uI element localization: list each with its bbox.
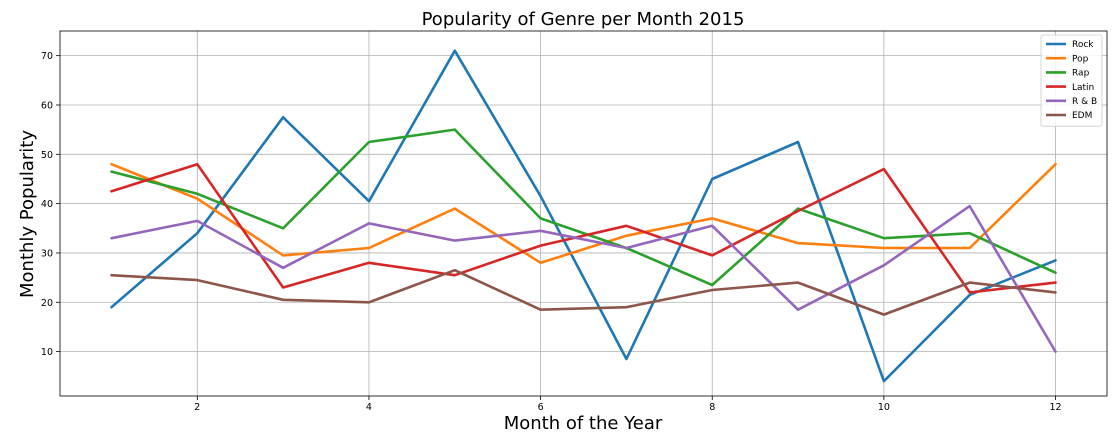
legend-label-r-b: R & B xyxy=(1072,97,1097,107)
y-tick-label: 20 xyxy=(41,298,53,309)
series-line-rap xyxy=(110,128,1057,287)
series-line-pop xyxy=(110,162,1057,265)
series-line-rock xyxy=(110,49,1057,383)
legend-label-rock: Rock xyxy=(1072,40,1094,50)
series-line-edm xyxy=(110,268,1057,316)
legend-label-edm: EDM xyxy=(1072,111,1092,121)
axis-ticks: 2 4 6 8 10 12 10 20 30 40 50 60 70 xyxy=(41,51,1062,413)
series-line-r-b xyxy=(110,204,1057,353)
legend-label-pop: Pop xyxy=(1072,54,1089,64)
x-tick-label: 12 xyxy=(1049,402,1061,413)
grid xyxy=(60,31,1107,396)
series-lines xyxy=(110,49,1057,383)
legend-label-latin: Latin xyxy=(1072,83,1094,93)
y-tick-label: 70 xyxy=(41,51,53,62)
y-tick-label: 50 xyxy=(41,150,53,161)
plot-frame xyxy=(59,30,1108,397)
y-tick-label: 40 xyxy=(41,199,53,210)
x-axis-label: Month of the Year xyxy=(504,413,663,434)
chart-title: Popularity of Genre per Month 2015 xyxy=(422,9,745,30)
x-tick-label: 2 xyxy=(194,402,200,413)
y-tick-label: 60 xyxy=(41,100,53,111)
x-tick-label: 8 xyxy=(709,402,715,413)
x-tick-label: 6 xyxy=(538,402,544,413)
legend-label-rap: Rap xyxy=(1072,69,1090,79)
y-tick-label: 30 xyxy=(41,248,53,259)
y-tick-label: 10 xyxy=(41,347,53,358)
series-line-latin xyxy=(110,162,1057,294)
y-axis-label: Monthly Popularity xyxy=(17,130,38,298)
x-tick-label: 10 xyxy=(878,402,890,413)
x-tick-label: 4 xyxy=(366,402,372,413)
legend: Rock Pop Rap Latin R & B EDM xyxy=(1040,34,1103,127)
